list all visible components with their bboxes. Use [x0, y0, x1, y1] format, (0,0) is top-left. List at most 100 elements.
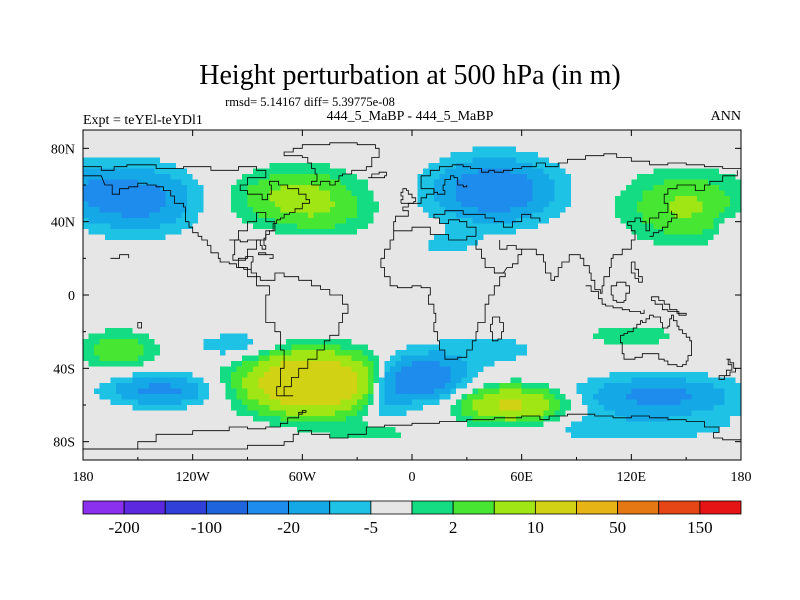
- field-cell: [422, 234, 430, 241]
- field-cell: [527, 273, 534, 280]
- field-cell: [258, 163, 265, 170]
- field-cell: [636, 229, 643, 236]
- field-cell: [318, 174, 325, 181]
- field-cell: [384, 223, 391, 230]
- field-cell: [307, 174, 314, 181]
- field-cell: [461, 256, 468, 263]
- field-cell: [669, 333, 676, 340]
- field-cell: [658, 163, 665, 170]
- field-cell: [510, 295, 517, 302]
- field-cell: [724, 141, 731, 148]
- field-cell: [351, 267, 358, 274]
- field-cell: [88, 317, 95, 324]
- field-cell: [450, 207, 457, 214]
- field-cell: [192, 212, 199, 219]
- field-cell: [697, 262, 704, 269]
- field-cell: [724, 234, 731, 241]
- field-cell: [735, 289, 741, 296]
- field-cell: [176, 185, 183, 192]
- field-cell: [351, 190, 358, 197]
- field-cell: [373, 289, 380, 296]
- field-cell: [510, 168, 517, 175]
- field-cell: [444, 185, 451, 192]
- field-cell: [450, 300, 457, 307]
- field-cell: [735, 339, 741, 346]
- field-cell: [406, 174, 413, 181]
- field-cell: [494, 207, 501, 214]
- field-cell: [231, 273, 238, 280]
- field-cell: [647, 135, 654, 142]
- field-cell: [313, 317, 320, 324]
- field-cell: [252, 135, 260, 142]
- field-cell: [170, 201, 177, 208]
- field-cell: [242, 256, 249, 263]
- field-cell: [307, 339, 314, 346]
- field-cell: [675, 135, 682, 142]
- field-cell: [340, 130, 347, 137]
- field-cell: [620, 322, 627, 329]
- field-cell: [335, 207, 342, 214]
- field-cell: [346, 196, 353, 203]
- field-cell: [104, 262, 112, 269]
- field-cell: [713, 185, 720, 192]
- field-cell: [302, 339, 309, 346]
- field-cell: [274, 322, 281, 329]
- field-cell: [669, 196, 676, 203]
- field-cell: [384, 168, 391, 175]
- field-cell: [242, 240, 249, 247]
- field-cell: [324, 218, 331, 225]
- field-cell: [483, 152, 490, 159]
- field-cell: [362, 163, 369, 170]
- field-cell: [148, 207, 155, 214]
- field-cell: [176, 179, 183, 186]
- field-cell: [587, 339, 594, 346]
- field-cell: [236, 229, 243, 236]
- field-cell: [527, 350, 534, 357]
- field-cell: [132, 201, 139, 208]
- field-cell: [592, 267, 600, 274]
- field-cell: [609, 284, 616, 291]
- field-cell: [483, 218, 490, 225]
- field-cell: [554, 278, 561, 285]
- field-cell: [198, 163, 205, 170]
- field-cell: [83, 273, 90, 280]
- field-cell: [412, 267, 419, 274]
- field-cell: [93, 317, 101, 324]
- field-cell: [592, 284, 600, 291]
- field-cell: [477, 212, 484, 219]
- field-cell: [285, 179, 292, 186]
- field-cell: [285, 141, 292, 148]
- field-cell: [362, 146, 369, 153]
- field-cell: [488, 273, 495, 280]
- field-cell: [280, 130, 287, 137]
- field-cell: [296, 201, 303, 208]
- field-cell: [220, 152, 227, 159]
- field-cell: [362, 317, 369, 324]
- field-cell: [543, 328, 550, 335]
- field-cell: [658, 218, 665, 225]
- field-cell: [587, 234, 594, 241]
- field-cell: [609, 201, 616, 208]
- field-cell: [620, 130, 627, 137]
- field-cell: [669, 350, 676, 357]
- field-cell: [625, 196, 632, 203]
- field-cell: [148, 218, 155, 225]
- field-cell: [192, 355, 199, 362]
- field-cell: [181, 157, 188, 164]
- field-cell: [461, 284, 468, 291]
- field-cell: [560, 157, 567, 164]
- field-cell: [203, 328, 210, 335]
- field-cell: [587, 190, 594, 197]
- field-cell: [373, 300, 380, 307]
- field-cell: [346, 146, 353, 153]
- field-cell: [702, 190, 709, 197]
- field-cell: [664, 146, 671, 153]
- field-cell: [658, 273, 665, 280]
- field-cell: [510, 245, 517, 252]
- field-cell: [697, 344, 704, 351]
- field-cell: [543, 130, 550, 137]
- field-cell: [269, 212, 276, 219]
- field-cell: [532, 328, 539, 335]
- field-cell: [450, 273, 457, 280]
- field-cell: [702, 146, 709, 153]
